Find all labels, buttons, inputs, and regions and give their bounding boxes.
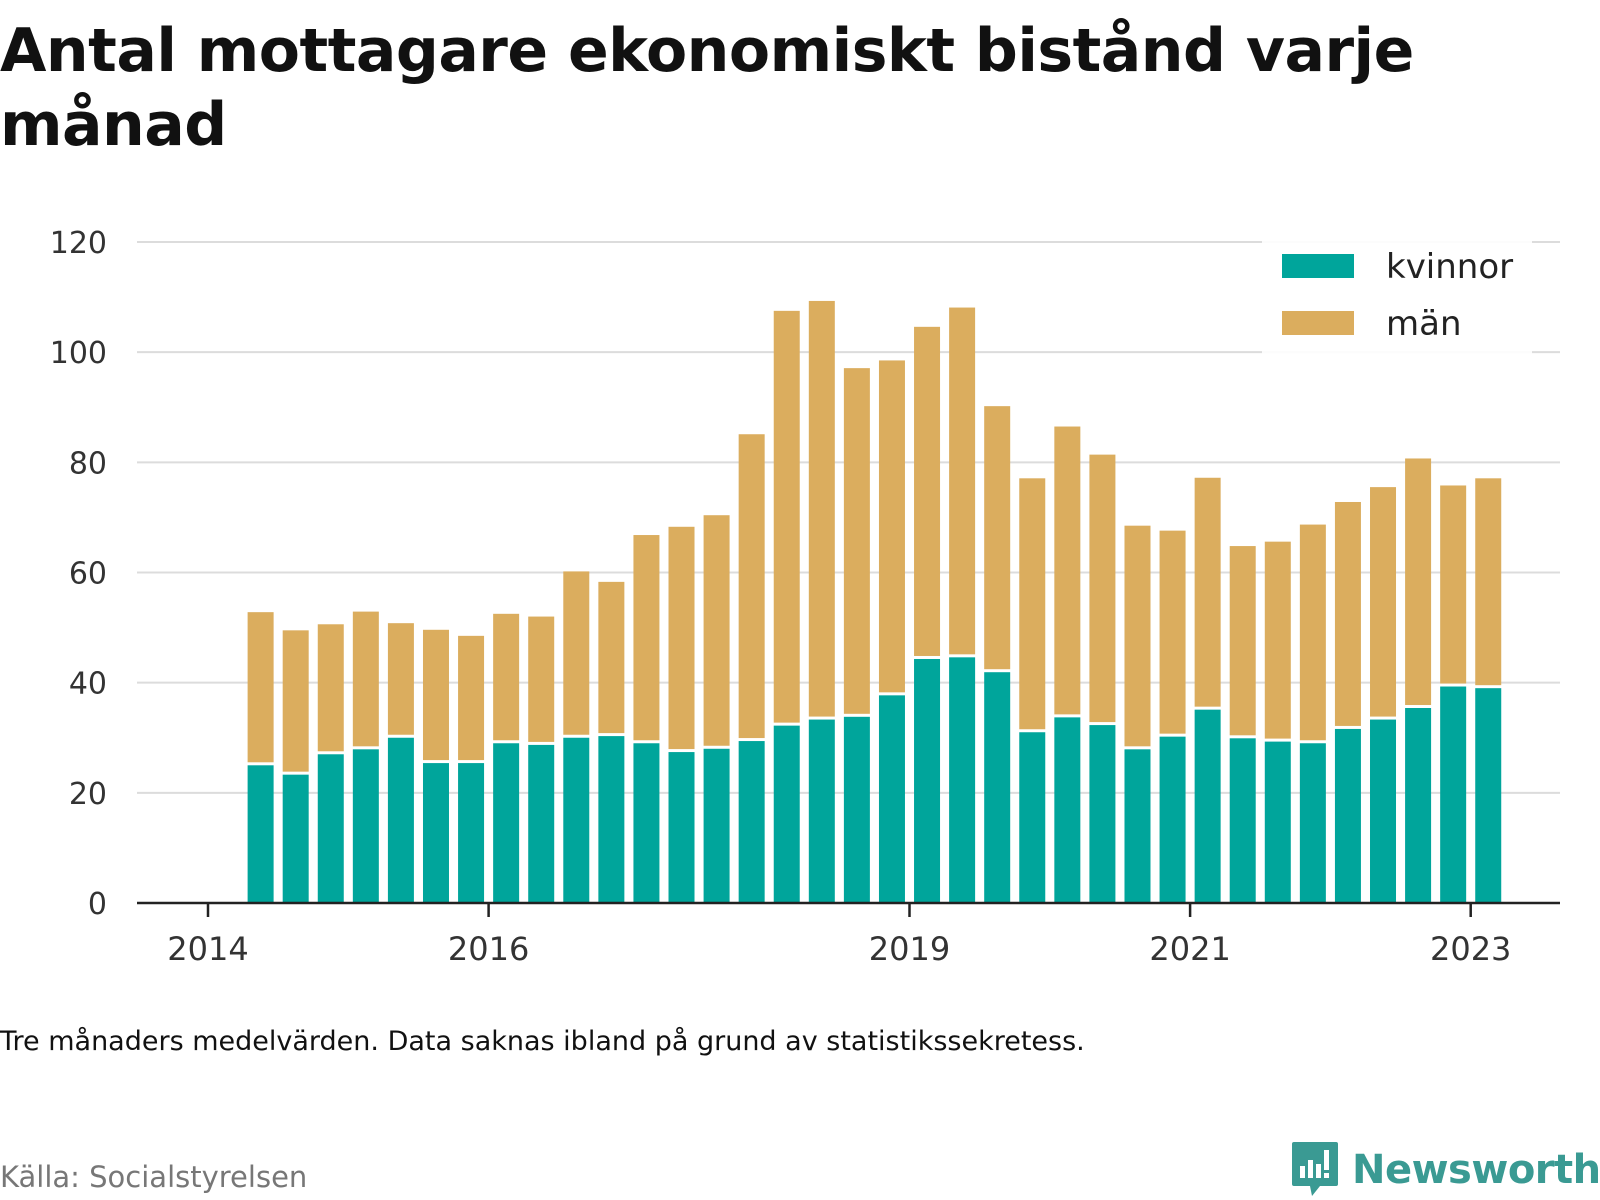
bar-kvinnor-2016-Q3 — [563, 737, 590, 903]
bar-män-2022-Q1 — [1334, 501, 1361, 726]
legend-swatch-män — [1282, 311, 1354, 335]
bar-kvinnor-2020-Q3 — [1124, 749, 1151, 903]
bar-kvinnor-2022-Q1 — [1334, 728, 1361, 903]
bar-män-2022-Q3 — [1405, 458, 1432, 706]
bar-kvinnor-2022-Q2 — [1370, 719, 1397, 903]
bar-män-2016-Q3 — [563, 571, 590, 735]
bar-kvinnor-2021-Q2 — [1229, 738, 1256, 903]
bar-kvinnor-2021-Q1 — [1194, 709, 1221, 903]
bar-kvinnor-2019-Q4 — [1019, 732, 1046, 903]
bar-män-2016-Q4 — [598, 581, 625, 734]
x-tick-label: 2021 — [1149, 930, 1230, 968]
bar-män-2021-Q1 — [1194, 477, 1221, 707]
bar-kvinnor-2018-Q3 — [843, 716, 870, 903]
legend-swatch-kvinnor — [1282, 254, 1354, 278]
bar-män-2023-Q1 — [1475, 478, 1502, 686]
x-tick-label: 2016 — [448, 930, 529, 968]
bar-män-2018-Q4 — [878, 360, 905, 693]
bar-män-2016-Q2 — [528, 616, 555, 742]
bar-kvinnor-2016-Q4 — [598, 736, 625, 903]
bar-män-2020-Q4 — [1159, 530, 1186, 734]
bar-kvinnor-2015-Q3 — [422, 763, 449, 903]
newsworthy-logo: Newsworthy — [1290, 1140, 1600, 1200]
bar-män-2017-Q4 — [738, 434, 765, 739]
bar-män-2015-Q3 — [422, 629, 449, 761]
bar-kvinnor-2015-Q4 — [458, 763, 485, 903]
bar-kvinnor-2017-Q2 — [668, 752, 695, 903]
bars — [247, 300, 1502, 903]
bar-kvinnor-2018-Q2 — [808, 719, 835, 903]
bar-kvinnor-2017-Q3 — [703, 748, 730, 903]
bar-kvinnor-2017-Q4 — [738, 741, 765, 903]
legend-label-kvinnor: kvinnor — [1386, 247, 1513, 287]
y-tick-label: 60 — [69, 557, 107, 592]
bar-män-2016-Q1 — [493, 613, 520, 741]
bar-chart-logo-icon — [1292, 1142, 1338, 1196]
bar-män-2014-Q4 — [317, 624, 344, 752]
bar-män-2018-Q2 — [808, 300, 835, 717]
bar-kvinnor-2014-Q2 — [247, 765, 274, 903]
y-tick-label: 80 — [69, 446, 107, 481]
bar-kvinnor-2020-Q1 — [1054, 717, 1081, 903]
chart-title: Antal mottagare ekonomiskt bistånd varje… — [0, 16, 1414, 160]
bar-kvinnor-2014-Q4 — [317, 754, 344, 903]
bar-män-2015-Q4 — [458, 635, 485, 761]
bar-män-2021-Q3 — [1264, 541, 1291, 739]
y-tick-label: 0 — [88, 887, 107, 922]
bar-män-2018-Q1 — [773, 310, 800, 723]
bar-kvinnor-2021-Q4 — [1299, 743, 1326, 903]
bar-män-2019-Q2 — [949, 307, 976, 655]
bar-män-2021-Q2 — [1229, 546, 1256, 736]
bar-män-2014-Q3 — [282, 630, 309, 772]
bar-män-2020-Q3 — [1124, 525, 1151, 747]
bar-kvinnor-2019-Q2 — [949, 657, 976, 903]
bar-män-2018-Q3 — [843, 368, 870, 714]
bar-män-2021-Q4 — [1299, 524, 1326, 741]
bar-kvinnor-2023-Q1 — [1475, 688, 1502, 903]
bar-kvinnor-2017-Q1 — [633, 743, 660, 903]
stacked-bar-chart: 0 20 40 60 80 100 120 2014 2016 2019 2021 2023 kvi… — [50, 226, 1560, 968]
y-tick-label: 20 — [69, 777, 107, 812]
legend: kvinnor män — [1262, 236, 1532, 354]
bar-män-2019-Q4 — [1019, 478, 1046, 730]
bar-kvinnor-2018-Q1 — [773, 725, 800, 903]
bar-män-2017-Q3 — [703, 515, 730, 746]
bar-män-2017-Q2 — [668, 526, 695, 750]
legend-label-män: män — [1386, 304, 1462, 344]
bar-män-2015-Q1 — [352, 611, 379, 747]
bar-män-2019-Q3 — [984, 406, 1011, 670]
bar-kvinnor-2022-Q3 — [1405, 708, 1432, 903]
bar-män-2020-Q1 — [1054, 426, 1081, 715]
bar-män-2014-Q2 — [247, 612, 274, 763]
bar-kvinnor-2020-Q2 — [1089, 725, 1116, 903]
y-tick-label: 100 — [50, 336, 107, 371]
bar-män-2022-Q4 — [1440, 485, 1467, 684]
bar-kvinnor-2016-Q1 — [493, 743, 520, 903]
x-axis-ticks: 2014 2016 2019 2021 2023 — [167, 903, 1511, 968]
bar-män-2020-Q2 — [1089, 454, 1116, 723]
source-credit: Källa: Socialstyrelsen — [0, 1160, 308, 1194]
bar-kvinnor-2014-Q3 — [282, 774, 309, 903]
x-tick-label: 2023 — [1430, 930, 1511, 968]
bar-män-2019-Q1 — [914, 326, 941, 656]
bar-kvinnor-2021-Q3 — [1264, 741, 1291, 903]
bar-kvinnor-2019-Q3 — [984, 672, 1011, 903]
bar-kvinnor-2022-Q4 — [1440, 686, 1467, 903]
bar-män-2017-Q1 — [633, 535, 660, 741]
bar-kvinnor-2018-Q4 — [878, 695, 905, 903]
bar-kvinnor-2015-Q1 — [352, 749, 379, 903]
chart-note: Tre månaders medelvärden. Data saknas ib… — [0, 1026, 1085, 1057]
x-tick-label: 2019 — [869, 930, 950, 968]
y-tick-label: 40 — [69, 667, 107, 702]
bar-kvinnor-2019-Q1 — [914, 658, 941, 903]
x-tick-label: 2014 — [167, 930, 248, 968]
brand-name: Newsworthy — [1352, 1147, 1600, 1193]
bar-kvinnor-2016-Q2 — [528, 744, 555, 903]
y-tick-label: 120 — [50, 226, 107, 261]
bar-kvinnor-2020-Q4 — [1159, 736, 1186, 903]
y-axis-ticks: 0 20 40 60 80 100 120 — [50, 226, 107, 922]
bar-män-2022-Q2 — [1370, 487, 1397, 717]
bar-män-2015-Q2 — [387, 623, 414, 735]
bar-kvinnor-2015-Q2 — [387, 737, 414, 903]
